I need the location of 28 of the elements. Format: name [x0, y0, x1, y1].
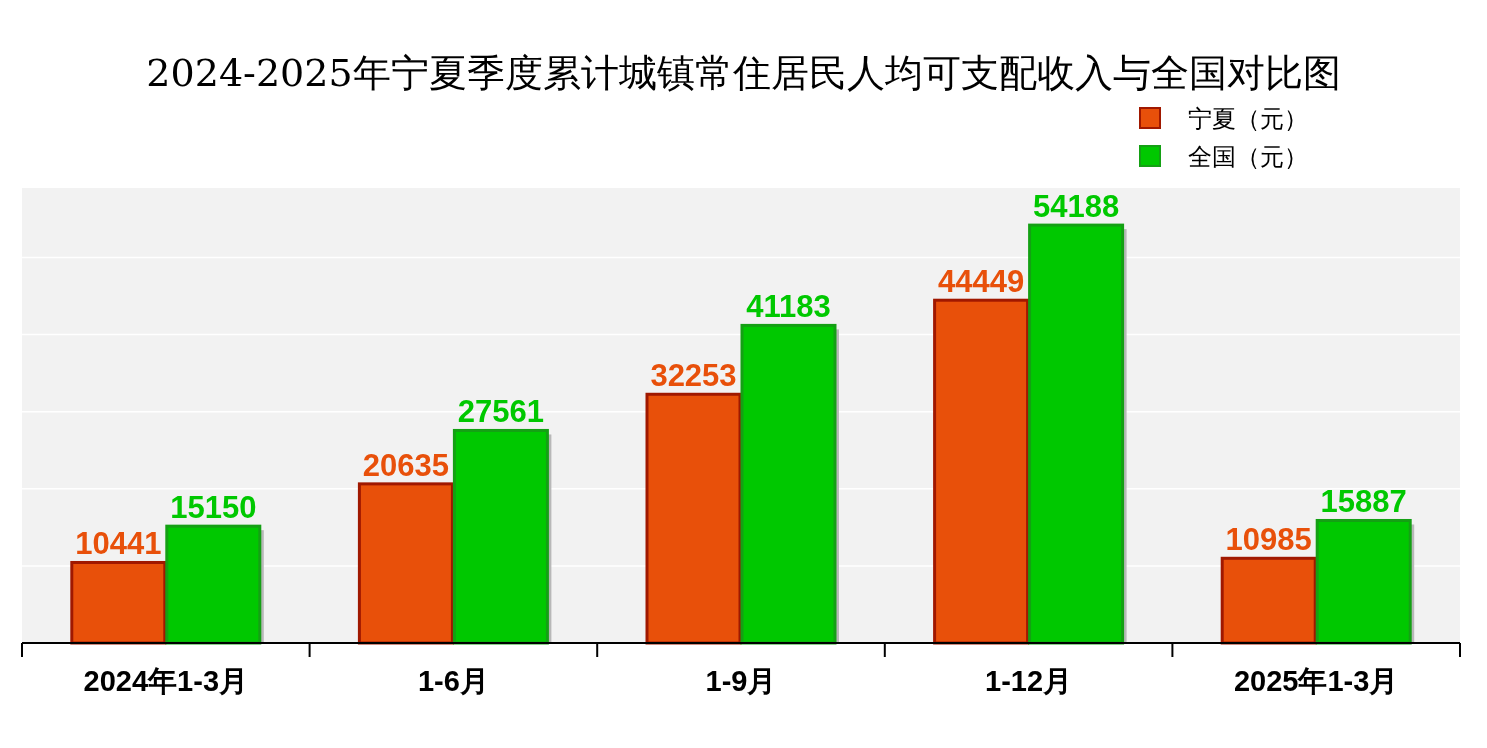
- data-label: 32253: [650, 358, 737, 394]
- bar: [740, 323, 837, 645]
- x-tick-label: 1-12月: [985, 665, 1073, 697]
- bar: [70, 560, 167, 645]
- data-label: 15887: [1320, 484, 1407, 520]
- bar: [165, 524, 262, 645]
- data-label: 15150: [170, 490, 257, 526]
- bar: [357, 482, 454, 645]
- legend-label: 全国（元）: [1188, 143, 1308, 171]
- data-label: 27561: [457, 394, 545, 430]
- data-label: 41183: [746, 289, 831, 325]
- data-label: 20635: [362, 447, 450, 483]
- bar: [1220, 556, 1317, 645]
- x-tick-label: 1-9月: [705, 665, 777, 697]
- bar: [1028, 223, 1125, 645]
- bar: [452, 428, 549, 645]
- bar: [1315, 518, 1412, 645]
- x-tick-label: 1-6月: [417, 665, 489, 697]
- bar: [645, 392, 742, 645]
- x-tick-label: 2025年1-3月: [1233, 665, 1399, 697]
- chart-title: 2024-2025年宁夏季度累计城镇常住居民人均可支配收入与全国对比图: [146, 51, 1341, 95]
- data-label: 54188: [1032, 189, 1120, 225]
- data-label: 10985: [1225, 522, 1312, 558]
- x-tick-label: 2024年1-3月: [83, 665, 249, 697]
- data-label: 10441: [75, 526, 162, 562]
- legend-label: 宁夏（元）: [1188, 105, 1308, 133]
- data-label: 44449: [937, 264, 1025, 300]
- bar: [933, 298, 1030, 645]
